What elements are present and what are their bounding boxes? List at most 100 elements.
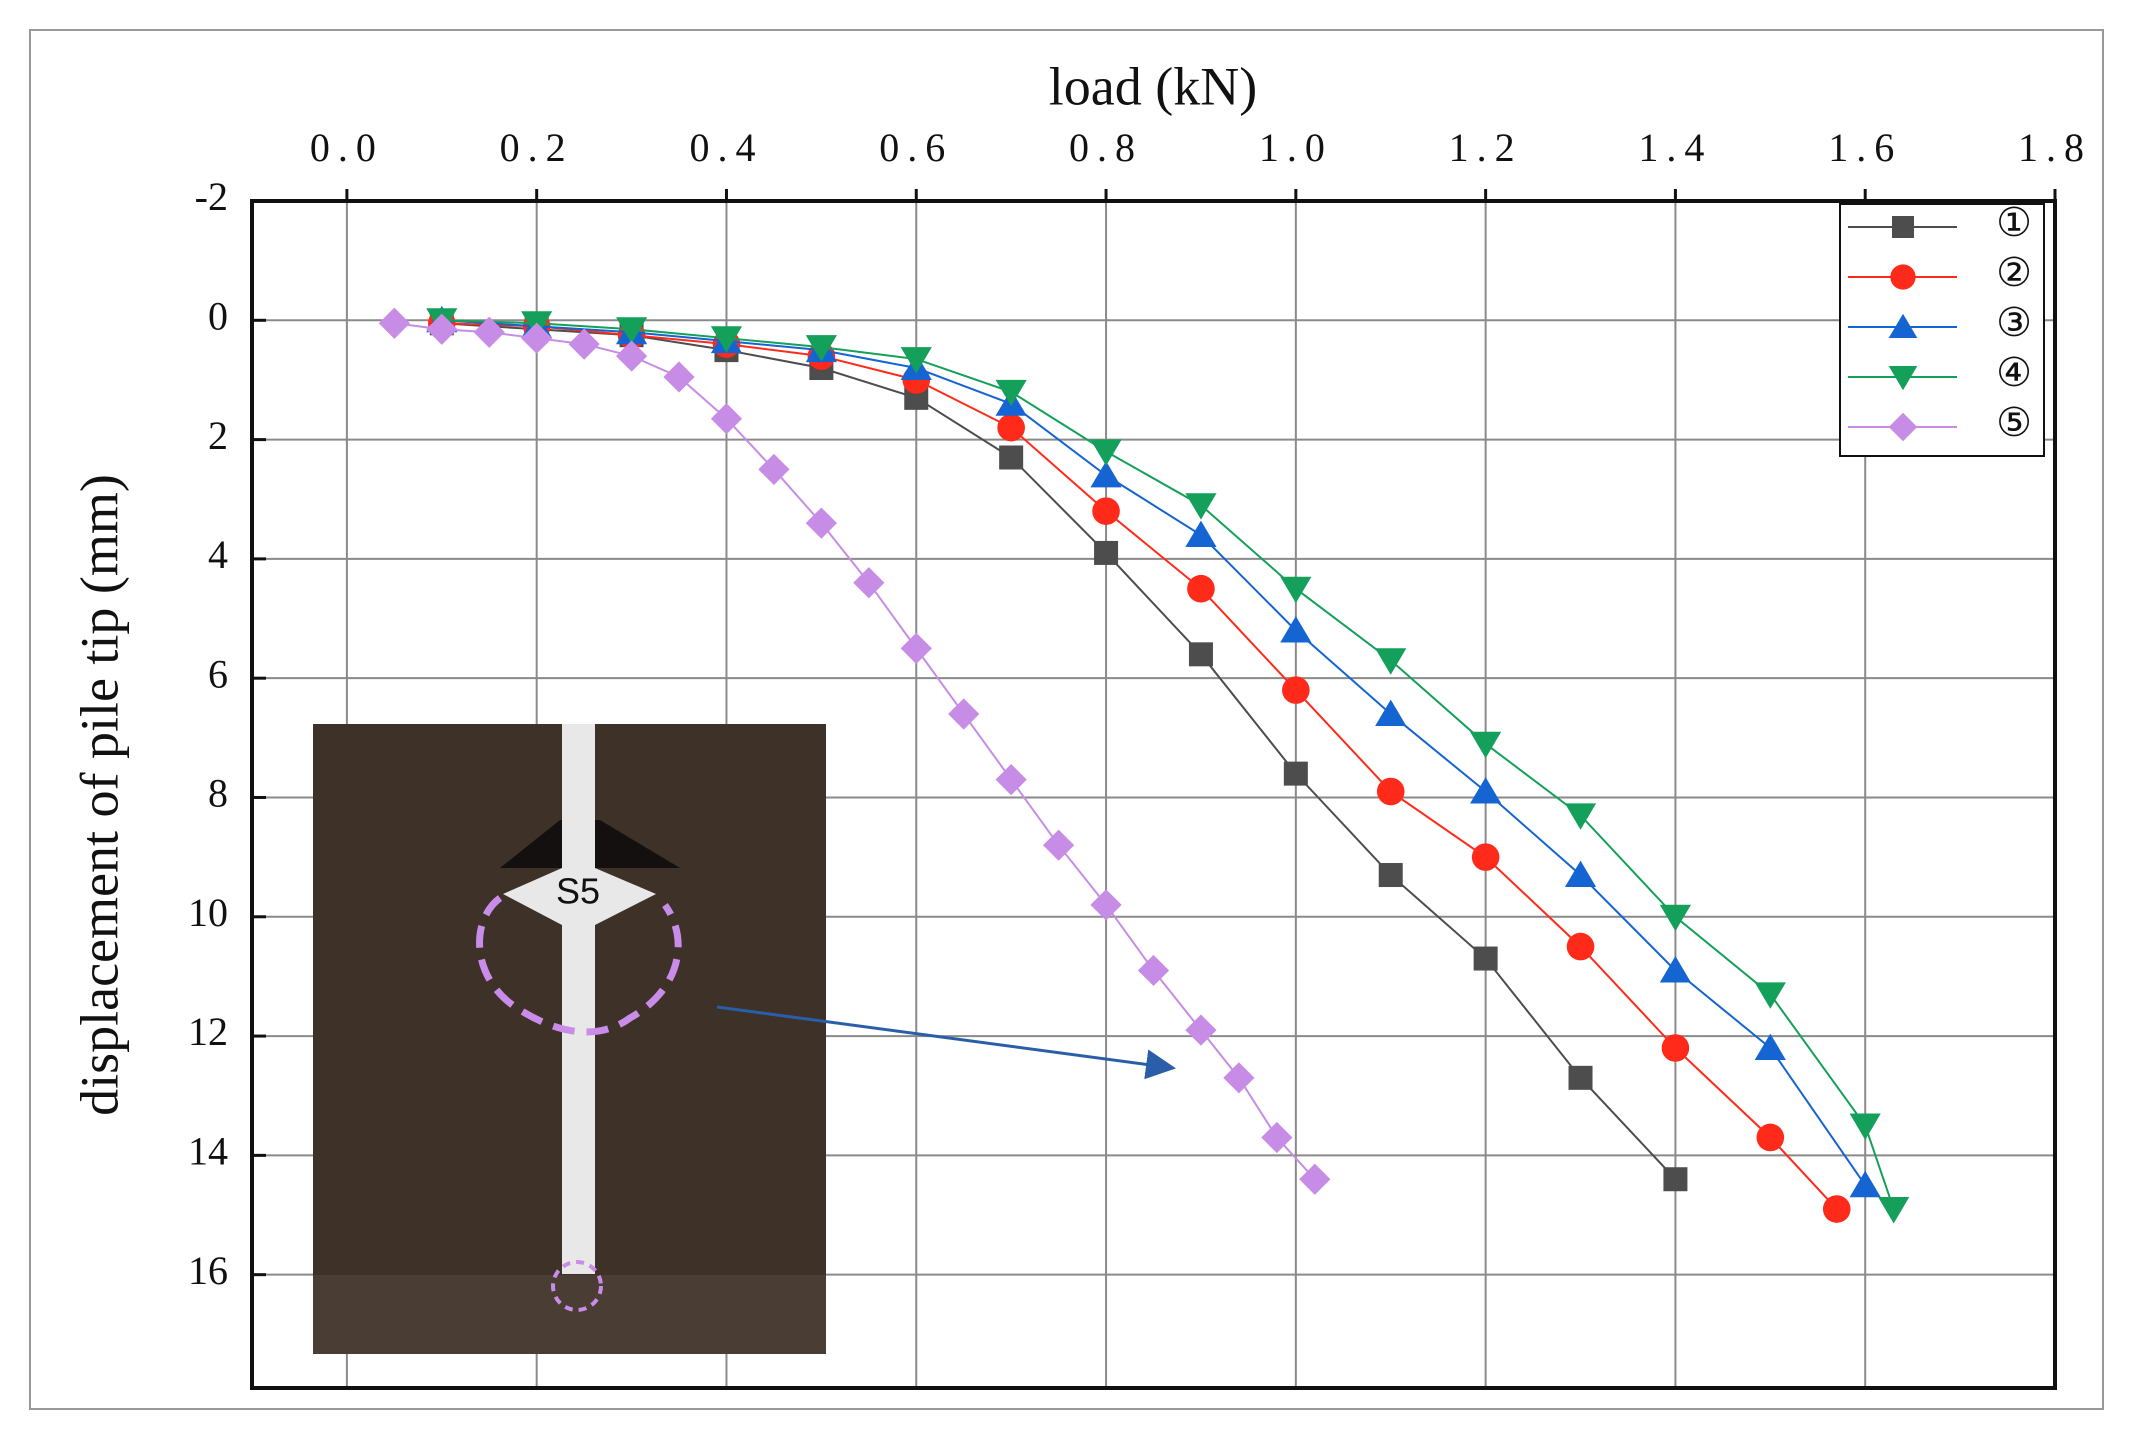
marker [1892, 216, 1914, 238]
legend [1839, 203, 2045, 457]
y-tick-label: 10 [188, 890, 228, 935]
marker [1888, 412, 1918, 442]
marker [1185, 493, 1217, 520]
marker [1090, 439, 1122, 466]
marker [1470, 777, 1502, 804]
marker [1280, 616, 1312, 643]
marker [1888, 366, 1918, 391]
marker [1473, 946, 1498, 971]
marker [1090, 460, 1122, 488]
x-axis-title: load (kN) [1049, 56, 1257, 116]
marker [1659, 956, 1692, 983]
marker [1376, 777, 1405, 806]
x-tick-label: 1.6 [1828, 125, 1902, 170]
marker [948, 698, 980, 730]
y-tick-label: 14 [188, 1129, 228, 1174]
series-line [441, 322, 1838, 1210]
marker [1564, 860, 1597, 888]
marker [1471, 843, 1500, 871]
y-tick-label: 12 [188, 1009, 228, 1054]
x-tick-label: 0.8 [1069, 125, 1143, 170]
marker [615, 340, 648, 372]
marker [521, 322, 553, 354]
plot [378, 305, 1910, 1224]
x-tick-label: 1.8 [2018, 125, 2092, 170]
y-tick-label: 6 [208, 651, 228, 696]
marker [1261, 1121, 1293, 1154]
marker [1378, 863, 1403, 888]
y-tick-label: 2 [208, 413, 228, 458]
legend-label: ④ [1996, 350, 2032, 395]
marker [1566, 932, 1595, 961]
marker [1661, 1034, 1690, 1062]
x-tick-label: 0.0 [310, 125, 384, 170]
marker [758, 453, 790, 486]
x-tick-label: 1.2 [1449, 125, 1523, 170]
annotation-arrow [716, 1005, 1176, 1080]
marker [710, 326, 743, 353]
marker [1663, 1167, 1688, 1192]
marker [1223, 1062, 1255, 1094]
highlight-ellipse [476, 895, 682, 1036]
marker [710, 403, 743, 435]
marker [1470, 731, 1502, 759]
marker [1878, 1197, 1910, 1224]
marker [1564, 803, 1597, 830]
pile-wing [503, 868, 656, 925]
y-tick-label: 16 [188, 1248, 228, 1293]
marker [1090, 889, 1122, 921]
marker [1280, 576, 1312, 604]
legend-label: ⑤ [1996, 400, 2032, 445]
y-tick-label: 0 [208, 293, 228, 338]
marker [1185, 1014, 1217, 1046]
marker [1888, 313, 1918, 338]
y-axis-title: displacement of pile tip (mm) [69, 474, 129, 1116]
marker [1890, 264, 1916, 290]
marker [1849, 1170, 1881, 1198]
marker [473, 316, 505, 348]
x-tick-label: 1.0 [1259, 125, 1333, 170]
marker [997, 413, 1025, 442]
marker [615, 317, 648, 344]
series-line [441, 319, 1867, 1186]
photo-label: S5 [556, 871, 600, 912]
x-tick-label: 0.6 [879, 125, 953, 170]
photo-floor [313, 1275, 826, 1354]
marker [1754, 982, 1786, 1009]
marker [1375, 648, 1407, 675]
marker [1283, 761, 1308, 786]
marker [1375, 699, 1407, 726]
y-tick-label: -2 [195, 174, 228, 219]
marker [1754, 1033, 1786, 1061]
marker [1137, 954, 1170, 987]
marker [1188, 642, 1213, 667]
marker [1094, 540, 1119, 565]
marker [663, 361, 695, 393]
marker [999, 445, 1024, 470]
marker [1659, 904, 1692, 932]
marker [1756, 1123, 1785, 1152]
marker [853, 567, 885, 599]
tip-circle [551, 1260, 603, 1312]
marker [1043, 829, 1075, 861]
y-tick-label: 8 [208, 771, 228, 816]
marker [805, 335, 837, 362]
x-tick-label: 1.4 [1638, 125, 1712, 170]
marker [1092, 497, 1120, 525]
marker [995, 379, 1027, 407]
marker [1282, 676, 1310, 704]
legend-entries: ① ② ③ ④ ⑤ [1848, 200, 2032, 445]
marker [1822, 1195, 1851, 1223]
x-tick-label: 0.4 [689, 125, 763, 170]
marker [1568, 1065, 1593, 1090]
marker [1185, 520, 1217, 548]
legend-label: ② [1996, 250, 2032, 295]
marker [568, 328, 600, 360]
x-tick-label: 0.2 [500, 125, 574, 170]
pile-shaft [562, 724, 595, 1274]
marker [1187, 574, 1215, 603]
marker [426, 313, 458, 345]
legend-label: ③ [1996, 300, 2032, 345]
marker [900, 347, 932, 374]
